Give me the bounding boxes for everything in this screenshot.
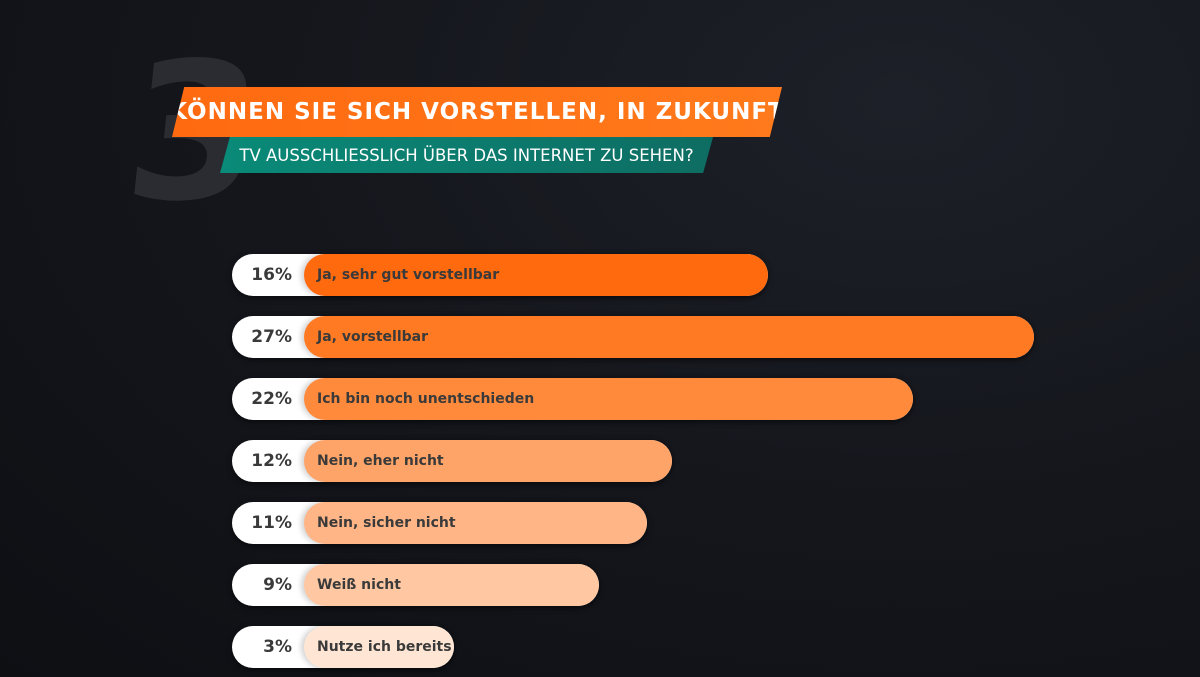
bar-category-label: Ja, sehr gut vorstellbar	[317, 267, 500, 283]
bar-value-label: 22%	[251, 389, 292, 409]
bar-category-label: Nutze ich bereits	[317, 639, 452, 655]
bar-category-label: Ich bin noch unentschieden	[317, 391, 535, 407]
bar-category-label: Nein, eher nicht	[317, 453, 444, 469]
bar-value-label: 12%	[251, 451, 292, 471]
bar-category-label: Nein, sicher nicht	[317, 515, 456, 531]
bar-category-label: Ja, vorstellbar	[317, 329, 428, 345]
bar	[304, 502, 648, 544]
bar	[304, 378, 914, 420]
bar-row: 11% Nein, sicher nicht	[232, 502, 648, 544]
bar-value-label: 11%	[251, 513, 292, 533]
subtitle-banner: TV AUSSCHLIESSLICH ÜBER DAS INTERNET ZU …	[220, 137, 713, 173]
bar-value-label: 3%	[263, 637, 292, 657]
title-banner: KÖNNEN SIE SICH VORSTELLEN, IN ZUKUNFT	[172, 87, 782, 137]
chart-title: KÖNNEN SIE SICH VORSTELLEN, IN ZUKUNFT	[169, 99, 785, 125]
bar-row: 22% Ich bin noch unentschieden	[232, 378, 914, 420]
bar	[304, 316, 1034, 358]
bar-value-label: 16%	[251, 265, 292, 285]
bar-row: 16% Ja, sehr gut vorstellbar	[232, 254, 769, 296]
bar	[304, 564, 599, 606]
bar-value-label: 27%	[251, 327, 292, 347]
bar	[304, 440, 672, 482]
bar-value-label: 9%	[263, 575, 292, 595]
bar-category-label: Weiß nicht	[317, 577, 401, 593]
bar	[304, 254, 769, 296]
chart-subtitle: TV AUSSCHLIESSLICH ÜBER DAS INTERNET ZU …	[239, 145, 694, 165]
bar-row: 27% Ja, vorstellbar	[232, 316, 1034, 358]
bar-row: 12% Nein, eher nicht	[232, 440, 672, 482]
bar	[304, 626, 454, 668]
bar-row: 9% Weiß nicht	[232, 564, 599, 606]
bar-row: 3% Nutze ich bereits	[232, 626, 454, 668]
